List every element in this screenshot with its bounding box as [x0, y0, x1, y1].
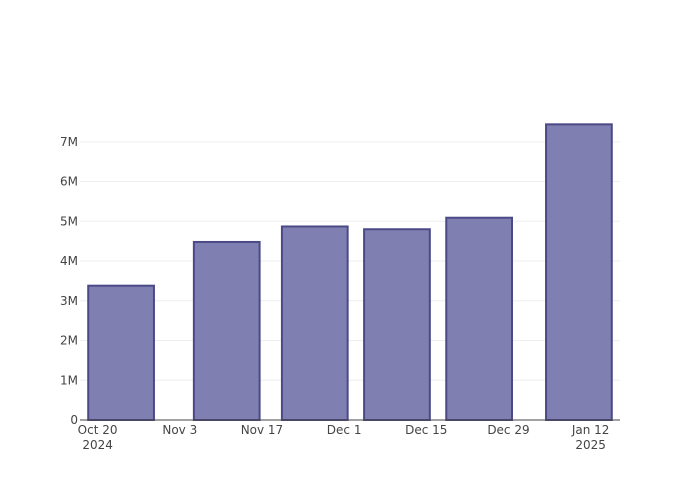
x-tick-label: Nov 3: [162, 423, 197, 437]
x-tick-label: Dec 1: [327, 423, 362, 437]
x-tick-label: Oct 20 2024: [78, 423, 118, 452]
y-tick-label: 6M: [60, 175, 78, 189]
y-tick-label: 5M: [60, 214, 78, 228]
x-tick-label: Jan 12 2025: [571, 423, 610, 452]
x-tick-label: Dec 29: [487, 423, 529, 437]
bar: [192, 240, 261, 421]
bar: [363, 228, 431, 421]
y-tick-label: 4M: [60, 254, 78, 268]
bar: [545, 123, 613, 422]
bar: [280, 225, 349, 421]
y-tick-label: 7M: [60, 135, 78, 149]
y-tick-label: 3M: [60, 294, 78, 308]
bar: [87, 284, 155, 421]
x-tick-label: Nov 17: [241, 423, 284, 437]
y-tick-label: 0: [70, 413, 78, 427]
y-tick-label: 2M: [60, 334, 78, 348]
bar: [445, 216, 513, 421]
y-tick-label: 1M: [60, 373, 78, 387]
x-tick-label: Dec 15: [405, 423, 447, 437]
